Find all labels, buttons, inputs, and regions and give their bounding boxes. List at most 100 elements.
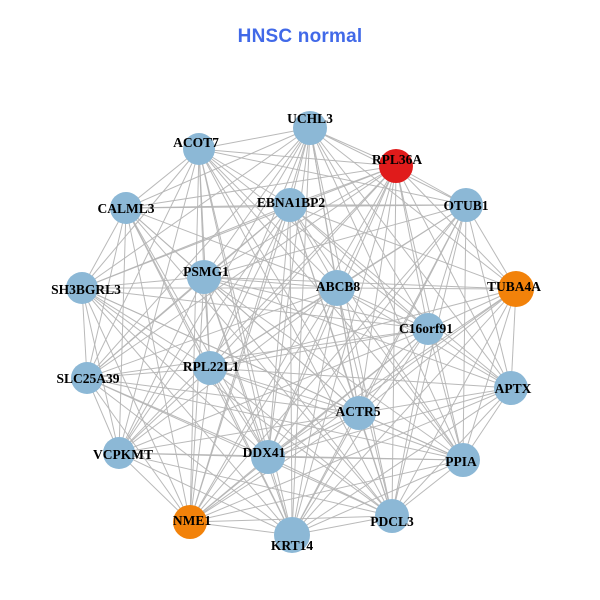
graph-edge — [198, 148, 211, 369]
graph-node-ddx41[interactable] — [251, 440, 285, 474]
graph-edge — [198, 148, 397, 167]
graph-edge — [118, 412, 360, 454]
graph-edge — [358, 387, 512, 414]
graph-edge — [395, 165, 517, 290]
graph-node-abcb8[interactable] — [319, 270, 355, 306]
graph-node-ppia[interactable] — [446, 443, 480, 477]
graph-edge — [209, 367, 464, 461]
graph-edge — [81, 204, 291, 289]
graph-edge — [291, 328, 429, 536]
graph-edge — [198, 148, 291, 206]
graph-edge — [336, 287, 517, 290]
graph-node-nme1[interactable] — [173, 505, 207, 539]
graph-edge — [86, 377, 464, 461]
graph-edge — [198, 148, 338, 289]
graph-edge — [289, 204, 293, 536]
graph-edge — [86, 367, 211, 379]
graph-edge — [209, 328, 429, 369]
graph-edge — [395, 165, 512, 389]
graph-edge — [203, 165, 397, 278]
graph-edge — [189, 165, 397, 523]
graph-edge — [309, 127, 464, 461]
graph-edge — [118, 452, 293, 536]
graph-edge — [86, 127, 311, 379]
graph-edge — [267, 204, 291, 458]
graph-edge — [391, 288, 517, 517]
graph-edge — [86, 287, 338, 379]
graph-edge — [203, 276, 293, 536]
graph-edge — [395, 165, 429, 330]
graph-node-krt14[interactable] — [274, 517, 310, 553]
graph-edge — [289, 204, 464, 461]
graph-node-c16orf91[interactable] — [412, 313, 444, 345]
graph-edge — [118, 276, 205, 454]
graph-edge — [462, 204, 467, 461]
graph-node-ebna1bp2[interactable] — [273, 188, 307, 222]
graph-node-calml3[interactable] — [110, 192, 142, 224]
graph-edge — [81, 127, 311, 289]
graph-edge — [358, 412, 393, 517]
graph-node-psmg1[interactable] — [187, 260, 221, 294]
graph-edge — [189, 287, 338, 523]
graph-edge — [309, 127, 512, 389]
graph-edge — [267, 287, 338, 458]
graph-node-pdcl3[interactable] — [375, 499, 409, 533]
graph-edge — [86, 328, 429, 379]
graph-edge — [189, 387, 512, 523]
graph-edge — [198, 148, 360, 414]
graph-edge — [81, 276, 205, 289]
graph-edge — [86, 207, 127, 379]
graph-edge — [391, 328, 429, 517]
graph-node-slc25a39[interactable] — [71, 362, 103, 394]
graph-edge — [336, 287, 360, 414]
graph-edge — [291, 412, 360, 536]
graph-edge — [267, 456, 393, 517]
graph-node-rpl22l1[interactable] — [193, 351, 227, 385]
graph-edge — [427, 204, 467, 330]
graph-edge — [189, 459, 464, 523]
graph-node-acot7[interactable] — [183, 133, 215, 165]
graph-node-rpl36a[interactable] — [379, 149, 413, 183]
graph-node-aptx[interactable] — [494, 371, 528, 405]
graph-edge — [209, 367, 360, 414]
graph-edge — [86, 377, 293, 536]
graph-edge — [291, 165, 397, 536]
graph-edge — [198, 127, 311, 150]
graph-node-sh3bgrl3[interactable] — [66, 272, 98, 304]
graph-node-otub1[interactable] — [449, 188, 483, 222]
graph-edge — [209, 367, 512, 389]
graph-edge — [291, 127, 311, 536]
graph-edge — [81, 287, 429, 330]
graph-edge — [118, 452, 393, 517]
graph-edge — [125, 207, 191, 523]
graph-edge — [189, 204, 467, 523]
graph-edge — [86, 377, 360, 414]
graph-edge — [291, 287, 338, 536]
graph-edge — [209, 367, 393, 517]
graph-edge — [358, 288, 517, 414]
graph-edge — [209, 367, 269, 458]
graph-edge — [209, 204, 291, 369]
graph-node-actr5[interactable] — [342, 396, 376, 430]
graph-edge — [358, 412, 464, 461]
graph-node-tuba4a[interactable] — [498, 271, 534, 307]
graph-edge — [203, 276, 393, 517]
graph-node-uchl3[interactable] — [293, 111, 327, 145]
graph-edge — [427, 328, 464, 461]
graph-edge — [198, 148, 467, 206]
graph-edge — [198, 148, 393, 517]
graph-edge — [86, 377, 393, 517]
graph-edge — [118, 207, 127, 454]
graph-edge — [81, 165, 397, 289]
graph-edge — [309, 127, 517, 290]
graph-edge — [267, 204, 467, 458]
graph-edge — [291, 459, 464, 536]
graph-edge — [203, 276, 338, 289]
graph-edge — [189, 328, 429, 523]
graph-edge — [81, 287, 191, 523]
graph-edge — [125, 207, 393, 517]
graph-node-vcpkmt[interactable] — [103, 437, 135, 469]
graph-edge — [395, 165, 464, 461]
graph-edge — [203, 276, 360, 414]
